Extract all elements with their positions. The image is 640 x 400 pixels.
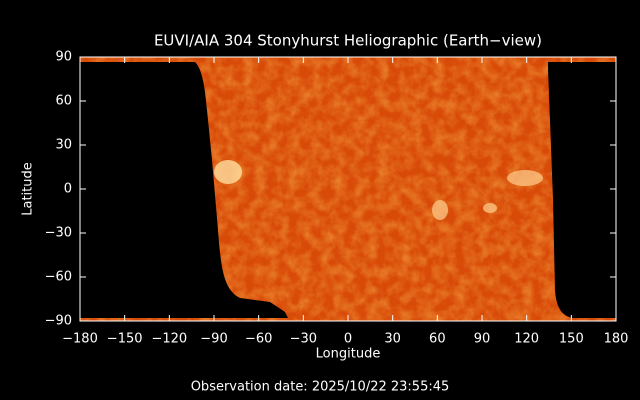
no-data-right xyxy=(548,62,616,318)
observation-date: Observation date: 2025/10/22 23:55:45 xyxy=(191,380,450,395)
x-tick-label: 30 xyxy=(384,332,401,347)
no-data-left xyxy=(80,62,288,318)
chart-title: EUVI/AIA 304 Stonyhurst Heliographic (Ea… xyxy=(154,32,542,50)
x-tick-label: 0 xyxy=(344,332,352,347)
x-tick-label: −90 xyxy=(200,332,227,347)
x-tick-label: −120 xyxy=(151,332,187,347)
bright-region xyxy=(507,170,543,186)
y-axis-label: Latitude xyxy=(21,162,36,216)
x-tick-label: −180 xyxy=(62,332,98,347)
y-tick-label: −30 xyxy=(45,226,72,241)
x-tick-label: −60 xyxy=(245,332,272,347)
x-tick-label: 150 xyxy=(559,332,584,347)
x-tick-label: 180 xyxy=(604,332,629,347)
x-tick-label: 120 xyxy=(514,332,539,347)
y-tick-label: −90 xyxy=(45,314,72,329)
solar-map xyxy=(80,57,616,321)
y-tick-label: 30 xyxy=(55,138,72,153)
bright-region xyxy=(214,160,242,184)
y-tick-label: 60 xyxy=(55,94,72,109)
bright-region xyxy=(432,200,448,220)
bright-region xyxy=(483,203,497,213)
x-tick-label: −30 xyxy=(290,332,317,347)
x-tick-label: −150 xyxy=(107,332,143,347)
y-tick-label: −60 xyxy=(45,270,72,285)
x-tick-label: 60 xyxy=(429,332,446,347)
y-tick-label: 90 xyxy=(55,50,72,65)
x-axis-label: Longitude xyxy=(316,347,381,362)
y-tick-label: 0 xyxy=(64,182,72,197)
x-tick-label: 90 xyxy=(474,332,491,347)
